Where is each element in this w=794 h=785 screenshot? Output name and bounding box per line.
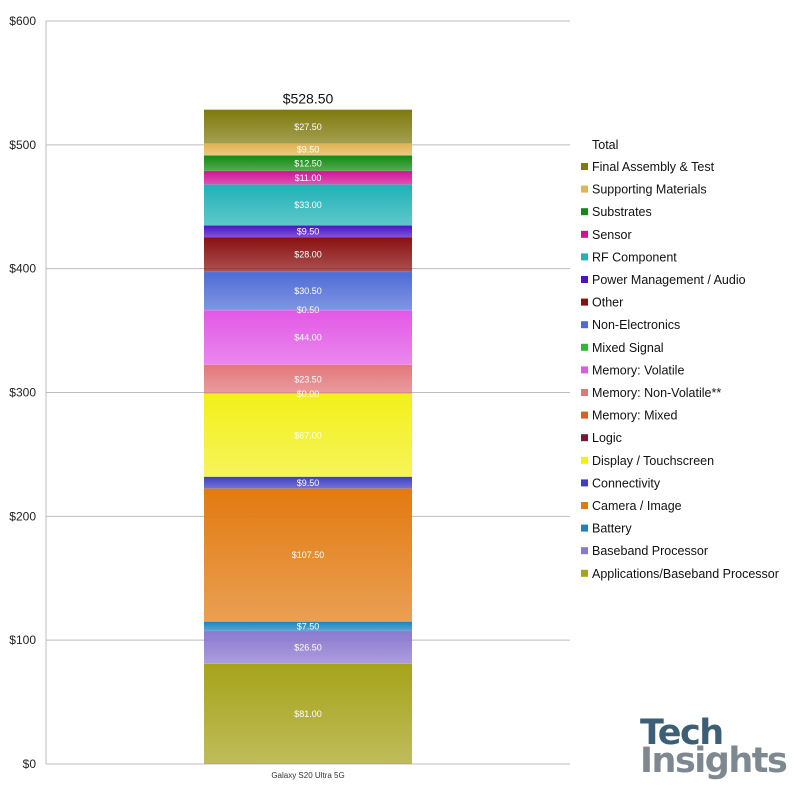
techinsights-logo: Tech Insights bbox=[640, 713, 788, 779]
legend-item-label: Baseband Processor bbox=[592, 544, 708, 558]
legend-item-label: Other bbox=[592, 296, 623, 310]
bar-segment bbox=[204, 310, 412, 365]
legend-item-label: Connectivity bbox=[592, 476, 661, 490]
y-tick-label: $0 bbox=[23, 757, 37, 771]
legend-item-label: Logic bbox=[592, 431, 622, 445]
y-tick-label: $500 bbox=[9, 138, 36, 152]
legend-swatch bbox=[581, 163, 588, 170]
legend-swatch bbox=[581, 343, 588, 351]
segment-value-label: $23.50 bbox=[294, 374, 322, 384]
bar-segment bbox=[204, 184, 412, 226]
legend-swatch bbox=[581, 502, 588, 509]
total-label: $528.50 bbox=[283, 91, 334, 107]
bar-segment bbox=[204, 364, 412, 394]
legend-swatch bbox=[581, 411, 588, 419]
segment-value-label: $11.00 bbox=[295, 173, 322, 183]
y-tick-label: $400 bbox=[9, 262, 36, 276]
bar-segment bbox=[204, 393, 412, 477]
legend-swatch bbox=[581, 208, 588, 216]
logo-line-2: Insights bbox=[640, 741, 788, 781]
legend-item-label: Supporting Materials bbox=[592, 183, 707, 197]
y-axis-tick-labels: $0 $100 $200 $300 $400 $500 $600 bbox=[9, 14, 36, 771]
legend-swatch bbox=[581, 547, 588, 555]
legend-item-label: RF Component bbox=[592, 250, 677, 264]
segment-value-label: $0.50 bbox=[297, 305, 320, 315]
y-tick-label: $300 bbox=[9, 386, 36, 400]
segment-value-label: $44.00 bbox=[294, 333, 322, 343]
legend-swatch bbox=[581, 298, 588, 306]
logo-line-1: Tech bbox=[640, 713, 724, 753]
bar-segment bbox=[204, 225, 412, 238]
segment-value-label: $28.00 bbox=[294, 250, 322, 260]
legend-swatch bbox=[581, 434, 588, 442]
segment-value-label: $107.50 bbox=[292, 550, 325, 560]
legend-swatch bbox=[581, 321, 588, 329]
legend-item-label: Memory: Mixed bbox=[592, 409, 677, 423]
legend-swatch bbox=[581, 524, 588, 532]
y-tick-label: $200 bbox=[9, 509, 36, 523]
segment-value-label: $9.50 bbox=[297, 478, 320, 488]
legend-swatch bbox=[581, 185, 588, 193]
bar-segment bbox=[204, 170, 412, 185]
legend-item-label: Memory: Non-Volatile** bbox=[592, 386, 721, 400]
legend-swatch bbox=[581, 569, 588, 577]
segment-value-label: $33.00 bbox=[294, 200, 322, 210]
bar-segment bbox=[204, 271, 412, 310]
bar-segment bbox=[204, 621, 412, 631]
segment-value-label: $30.50 bbox=[294, 286, 322, 296]
segment-data-labels: $81.00 $26.50 $7.50 $107.50 $9.50 $67.00 $0.00… bbox=[292, 122, 325, 719]
legend-item-label: Substrates bbox=[592, 205, 652, 219]
legend-item-label: Sensor bbox=[592, 228, 632, 242]
legend-item-label: Applications/Baseband Processor bbox=[592, 567, 779, 581]
segment-value-label: $81.00 bbox=[294, 709, 322, 719]
bar-segment bbox=[204, 109, 412, 144]
legend-swatch bbox=[581, 276, 588, 283]
bar-segment bbox=[204, 630, 412, 664]
segment-value-label: $0.00 bbox=[297, 389, 320, 399]
bar-segment bbox=[204, 309, 412, 311]
bar-segment bbox=[204, 476, 412, 489]
y-tick-label: $600 bbox=[9, 14, 36, 28]
legend-item-label: Non-Electronics bbox=[592, 318, 680, 332]
segment-value-label: $12.50 bbox=[294, 158, 322, 168]
segment-value-label: $67.00 bbox=[294, 430, 322, 440]
legend-item-label: Power Management / Audio bbox=[592, 273, 746, 287]
bar-segment bbox=[204, 488, 412, 622]
segment-value-label: $9.50 bbox=[297, 226, 320, 236]
segment-value-label: $26.50 bbox=[294, 642, 322, 652]
segment-value-label: $9.50 bbox=[297, 145, 320, 155]
segment-value-label: $27.50 bbox=[294, 122, 322, 132]
bar-segment bbox=[204, 237, 412, 272]
legend-item-label: Mixed Signal bbox=[592, 341, 664, 355]
legend-swatch bbox=[581, 479, 588, 487]
bar-segment bbox=[204, 663, 412, 764]
bar-segment bbox=[204, 155, 412, 171]
legend-swatch bbox=[581, 456, 588, 464]
legend-item-label: Memory: Volatile bbox=[592, 363, 684, 377]
x-axis-category-label: Galaxy S20 Ultra 5G bbox=[271, 771, 344, 780]
legend-item-label: Display / Touchscreen bbox=[592, 454, 714, 468]
legend-item-label: Final Assembly & Test bbox=[592, 160, 715, 174]
segment-value-label: $7.50 bbox=[297, 621, 320, 631]
legend-swatch bbox=[581, 230, 588, 238]
legend-swatch bbox=[581, 366, 588, 374]
stacked-bar bbox=[204, 109, 412, 764]
legend-title: Total bbox=[592, 138, 618, 152]
y-tick-label: $100 bbox=[9, 633, 36, 647]
legend-swatch bbox=[581, 389, 588, 396]
bar-segment bbox=[204, 143, 412, 156]
legend-item-label: Battery bbox=[592, 522, 632, 536]
legend-swatch bbox=[581, 253, 588, 261]
legend-item-label: Camera / Image bbox=[592, 499, 682, 513]
legend: Final Assembly & Test Supporting Material… bbox=[581, 160, 779, 581]
